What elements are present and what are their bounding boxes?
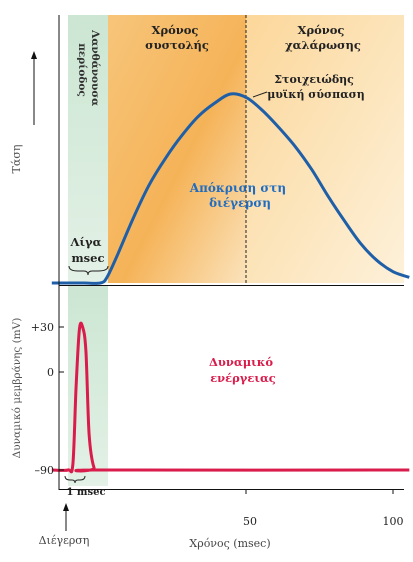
few-msec-label: Λίγα msec [70,235,106,265]
top-y-label: Τάση [10,145,23,174]
twitch-annotation: Στοιχειώδης μυϊκή σύσπαση [267,73,365,101]
one-msec-bracket [64,475,86,484]
region-contraction [108,15,246,283]
x-axis-title: Χρόνος (msec) [189,537,270,550]
action-potential-label: Δυναμικό ενέργειας [209,355,277,385]
relaxation-time-label: Χρόνος χαλάρωσης [285,23,361,52]
response-label: Απόκριση στη διέγερση [189,181,290,210]
xtick-50-label: 50 [243,515,257,528]
ytick-m90-label: –90 [35,464,55,477]
stimulus-arrow-icon [63,503,69,511]
twitch-response-curve [51,92,410,285]
stimulus-label: Διέγερση [39,534,90,547]
region-latent [68,15,108,283]
action-potential-curve [51,321,410,474]
contraction-time-label: Χρόνος συστολής [145,23,209,52]
ytick-0-label: 0 [47,366,54,379]
ytick-30-label: +30 [31,321,54,334]
few-msec-bracket [68,265,109,276]
top-panel: Τάση Λανθάνουσα περίοδος Χρόνος συστολής… [10,15,410,286]
top-y-arrow-icon [31,51,37,59]
bottom-panel: +30 0 –90 Δυναμικό μεμβράνης (mV) Δυναμι… [11,286,410,550]
region-relaxation [246,15,404,283]
bottom-y-label: Δυναμικό μεμβράνης (mV) [11,318,23,459]
one-msec-label: 1 msec [66,487,105,498]
xtick-100-label: 100 [383,515,404,528]
twitch-leader-line [252,91,268,98]
latent-period-label: Λανθάνουσα περίοδος [76,29,101,110]
